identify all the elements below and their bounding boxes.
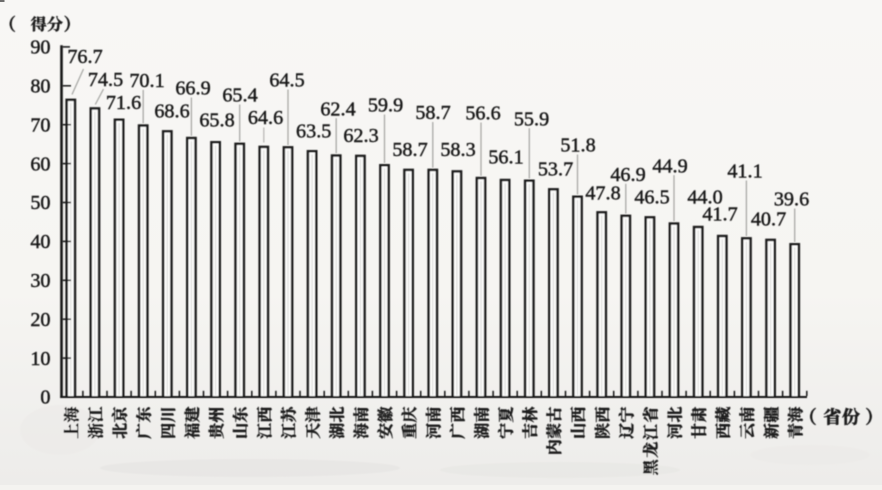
svg-text:41.7: 41.7 <box>702 204 737 226</box>
svg-text:59.9: 59.9 <box>368 95 403 117</box>
svg-text:55.9: 55.9 <box>514 108 549 130</box>
svg-text:62.3: 62.3 <box>343 125 378 147</box>
svg-text:60: 60 <box>30 153 50 175</box>
svg-text:62.4: 62.4 <box>320 98 355 120</box>
svg-text:46.5: 46.5 <box>634 187 669 209</box>
svg-text:64.5: 64.5 <box>269 70 304 92</box>
svg-text:44.0: 44.0 <box>687 186 722 208</box>
svg-text:70: 70 <box>30 114 50 136</box>
svg-text:10: 10 <box>30 348 50 370</box>
svg-text:58.7: 58.7 <box>392 139 427 161</box>
svg-text:80: 80 <box>30 76 50 98</box>
svg-text:56.6: 56.6 <box>465 103 500 125</box>
svg-text:50: 50 <box>30 192 50 214</box>
svg-text:58.3: 58.3 <box>440 139 475 161</box>
svg-text:74.5: 74.5 <box>88 69 123 91</box>
svg-text:56.1: 56.1 <box>488 146 523 168</box>
svg-text:51.8: 51.8 <box>560 135 595 157</box>
svg-text:39.6: 39.6 <box>774 189 809 211</box>
svg-text:76.7: 76.7 <box>67 46 102 68</box>
svg-text:30: 30 <box>30 270 50 292</box>
svg-text:66.9: 66.9 <box>175 78 210 100</box>
svg-text:47.8: 47.8 <box>585 183 620 205</box>
svg-text:65.8: 65.8 <box>199 110 234 132</box>
svg-text:68.6: 68.6 <box>154 101 189 123</box>
svg-text:70.1: 70.1 <box>129 70 164 92</box>
svg-text:41.1: 41.1 <box>727 161 762 183</box>
svg-text:0: 0 <box>40 387 50 409</box>
svg-text:20: 20 <box>30 309 50 331</box>
svg-text:40.7: 40.7 <box>751 209 786 231</box>
svg-text:46.9: 46.9 <box>610 164 645 186</box>
svg-text:40: 40 <box>30 231 50 253</box>
svg-text:63.5: 63.5 <box>296 120 331 142</box>
svg-text:53.7: 53.7 <box>538 159 573 181</box>
svg-text:64.6: 64.6 <box>248 107 283 129</box>
svg-text:71.6: 71.6 <box>106 92 141 114</box>
svg-text:44.9: 44.9 <box>652 155 687 177</box>
svg-text:65.4: 65.4 <box>222 85 257 107</box>
svg-text:58.7: 58.7 <box>415 102 450 124</box>
svg-text:90: 90 <box>30 37 50 59</box>
